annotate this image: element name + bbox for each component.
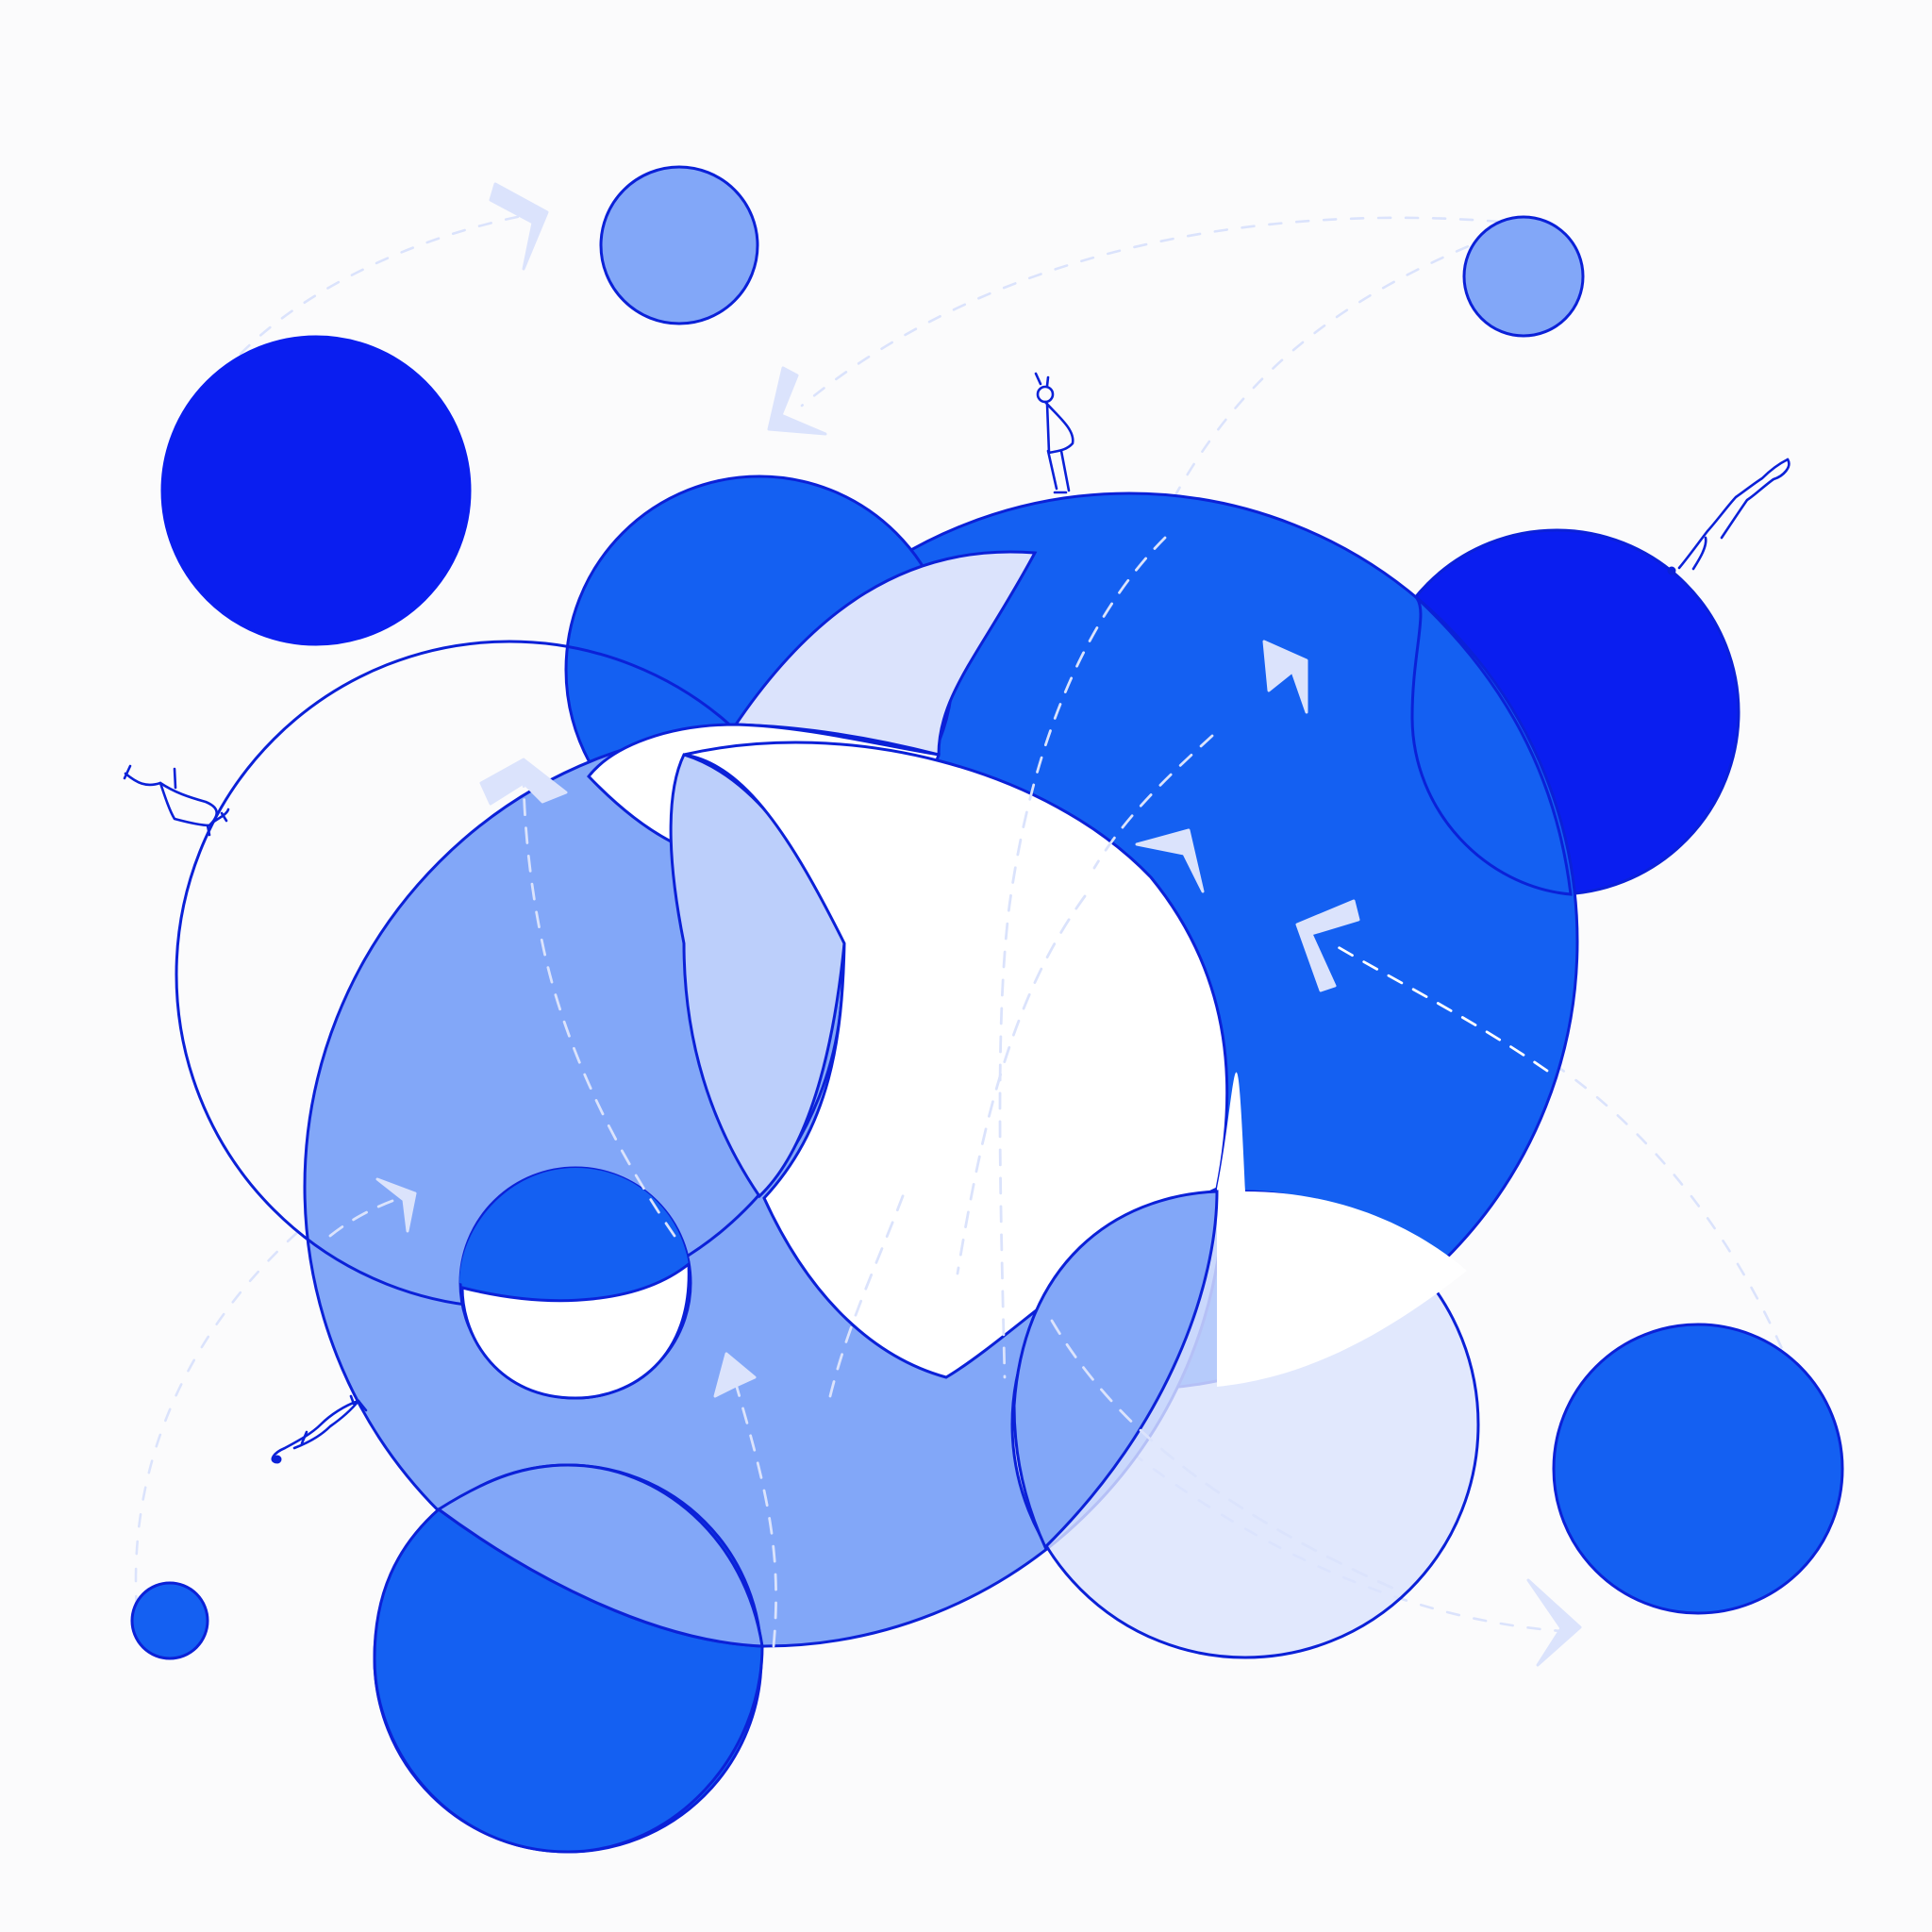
curved-dashed-arrow-icon bbox=[134, 1210, 323, 1610]
sketched-arrowhead-icon bbox=[1135, 828, 1205, 893]
curved-dashed-arrow-icon bbox=[828, 1187, 908, 1398]
curved-dashed-arrow-icon bbox=[800, 216, 1502, 408]
curved-dashed-arrow-icon bbox=[998, 536, 1167, 1379]
lens-white-small-bottom bbox=[460, 1260, 691, 1400]
sketched-arrowhead-icon bbox=[375, 1177, 417, 1233]
person-leaning-icon bbox=[123, 764, 230, 837]
figures bbox=[123, 372, 1790, 1464]
lens-pale-upper bbox=[733, 550, 1038, 757]
sketched-arrowhead-icon bbox=[1262, 640, 1308, 714]
curved-dashed-arrow-icon bbox=[1050, 1319, 1398, 1591]
circles bbox=[130, 165, 1844, 1854]
circle-bright-right bbox=[1552, 1323, 1844, 1615]
lens-bright-right bbox=[1410, 594, 1573, 896]
sketched-arrowhead-icon bbox=[1295, 899, 1360, 992]
sketched-arrowhead-icon bbox=[767, 366, 827, 436]
person-walking-icon bbox=[1667, 458, 1790, 575]
sketched-arrowhead-icon bbox=[1526, 1578, 1582, 1667]
curved-dashed-arrow-icon bbox=[1555, 1064, 1794, 1374]
sketched-arrowhead-icon bbox=[713, 1352, 757, 1398]
curved-dashed-arrow-icon bbox=[1092, 734, 1214, 870]
curved-dashed-arrow-icon bbox=[732, 1375, 777, 1648]
curved-dashed-arrow-icon bbox=[239, 210, 544, 356]
lens-medium-lower-center bbox=[1012, 1190, 1219, 1550]
lens-bright-small-top bbox=[459, 1168, 689, 1299]
curved-dashed-arrow-icon bbox=[956, 894, 1087, 1275]
curved-dashed-arrow-icon bbox=[522, 772, 676, 1238]
circle-medium-top-right bbox=[1462, 215, 1585, 338]
lens-medium-bottom bbox=[436, 1463, 764, 1648]
foreground-dashed-arrows bbox=[328, 536, 1549, 1648]
sketched-arrowhead-icon bbox=[479, 758, 568, 806]
person-crawling-icon bbox=[271, 1394, 368, 1464]
circle-medium-top bbox=[599, 165, 759, 325]
sketched-arrowhead-icon bbox=[489, 182, 549, 271]
person-standing-icon bbox=[1034, 372, 1074, 494]
lens-white-lower-right bbox=[1217, 1072, 1467, 1387]
curved-dashed-arrow-icon bbox=[1333, 943, 1549, 1073]
lens-white-center bbox=[683, 741, 1229, 1379]
circle-bright-tiny bbox=[130, 1581, 209, 1660]
circle-royal-large bbox=[160, 335, 472, 646]
